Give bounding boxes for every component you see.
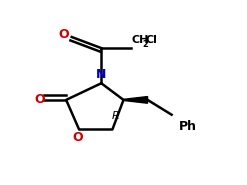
Text: 2: 2: [143, 40, 148, 49]
Text: Ph: Ph: [179, 120, 197, 133]
Text: Cl: Cl: [146, 35, 158, 45]
Text: R: R: [111, 111, 119, 121]
Text: O: O: [58, 28, 69, 41]
Text: CH: CH: [132, 35, 149, 45]
Text: O: O: [34, 93, 45, 106]
Text: O: O: [73, 131, 83, 144]
Polygon shape: [124, 97, 147, 103]
Text: N: N: [96, 68, 106, 81]
